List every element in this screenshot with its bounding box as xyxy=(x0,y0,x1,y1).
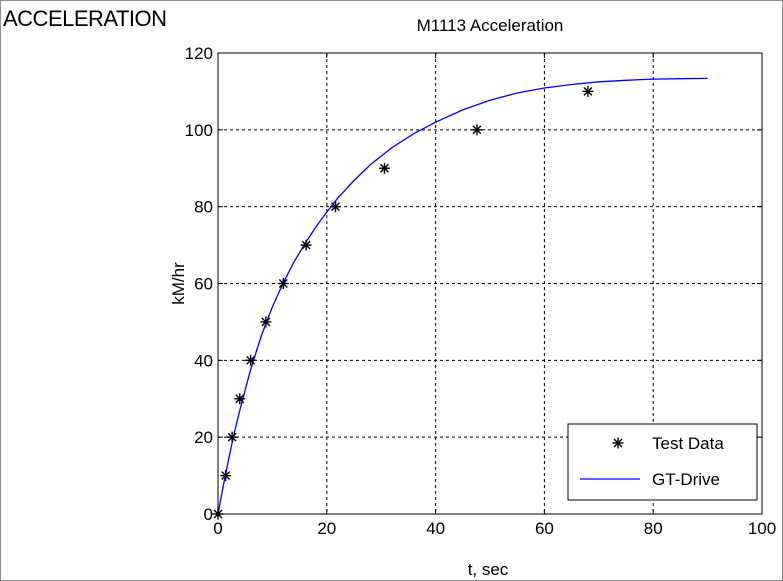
legend-box xyxy=(567,423,758,501)
data-point-test-data xyxy=(277,278,289,289)
legend: Test Data GT-Drive xyxy=(567,423,758,501)
y-tick-label: 60 xyxy=(194,275,213,294)
legend-label: GT-Drive xyxy=(652,470,720,489)
plot-area: 0 20 40 60 80 100 0 20 40 60 80 100 120 Test Data GT-D… xyxy=(185,44,777,538)
data-point-test-data xyxy=(471,124,483,136)
data-point-test-data xyxy=(220,470,232,482)
data-point-test-data xyxy=(330,201,342,213)
y-tick-label: 120 xyxy=(185,44,213,63)
y-tick-label: 20 xyxy=(194,428,213,447)
data-point-test-data xyxy=(260,316,272,328)
legend-marker-test-data xyxy=(612,437,624,449)
series-line-gt-drive xyxy=(217,77,708,515)
x-tick-label: 80 xyxy=(644,519,663,538)
chart-title: M1113 Acceleration xyxy=(417,16,564,35)
legend-label: Test Data xyxy=(652,434,724,453)
section-label: ACCELERATION xyxy=(3,6,167,31)
x-tick-label: 40 xyxy=(426,519,445,538)
x-tick-label: 0 xyxy=(213,519,222,538)
y-tick-label: 40 xyxy=(194,351,213,370)
y-tick-label: 0 xyxy=(204,505,213,524)
data-point-test-data xyxy=(226,431,238,443)
data-point-test-data xyxy=(245,354,257,366)
x-tick-label: 60 xyxy=(535,519,554,538)
y-axis-label: kM/hr xyxy=(169,262,188,305)
x-tick-label: 100 xyxy=(748,519,776,538)
data-point-test-data xyxy=(378,162,390,174)
data-point-test-data xyxy=(234,393,246,405)
data-point-test-data xyxy=(582,85,594,97)
x-tick-label: 20 xyxy=(317,519,336,538)
y-tick-label: 80 xyxy=(194,198,213,217)
y-tick-label: 100 xyxy=(185,121,213,140)
x-axis-label: t, sec xyxy=(468,560,509,579)
data-point-test-data xyxy=(300,239,312,251)
